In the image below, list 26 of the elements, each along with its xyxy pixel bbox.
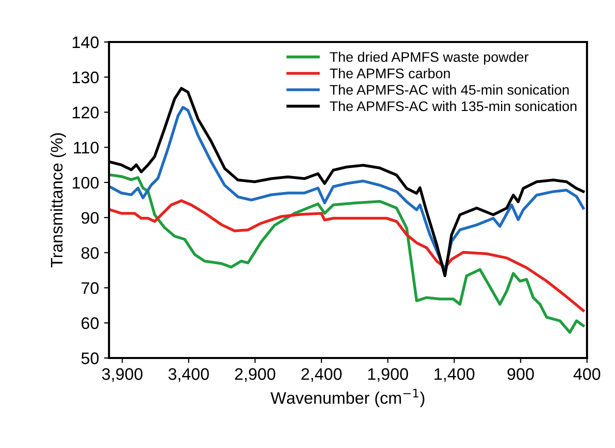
x-tick-label: 400 [573,368,600,380]
y-tick-label: 100 [72,176,99,189]
legend-label: The dried APMFS waste powder [330,52,528,65]
legend-label: The APMFS carbon [330,68,450,78]
x-tick-label: 3,400 [168,368,209,382]
y-tick-label: 80 [81,247,99,259]
x-tick-label: 3,900 [102,368,142,382]
y-tick-label: 60 [82,317,99,330]
x-tick-label: 1,400 [434,368,474,382]
y-tick-label: 110 [74,142,99,154]
y-tick-label: 90 [82,212,99,224]
y-tick-label: 120 [72,106,99,118]
x-tick-label: 2,900 [235,368,276,382]
x-tick-label: 900 [507,368,534,380]
y-axis-title: Transmittance (%) [50,133,66,268]
y-tick-label: 130 [72,72,99,84]
line-series [109,173,585,334]
y-tick-label: 70 [82,282,99,294]
line-series [109,199,585,312]
y-tick-label: 140 [72,36,99,48]
legend-label: The APMFS-AC with 45-min sonication [330,84,569,95]
x-tick-label: 2,400 [301,368,342,382]
x-axis-title: Wavenumber (cm$^{−1}$) [270,388,424,408]
x-tick-label: 1,900 [368,368,408,382]
legend-label: The APMFS-AC with 135-min sonication [330,100,576,112]
y-tick-label: 50 [81,352,99,364]
